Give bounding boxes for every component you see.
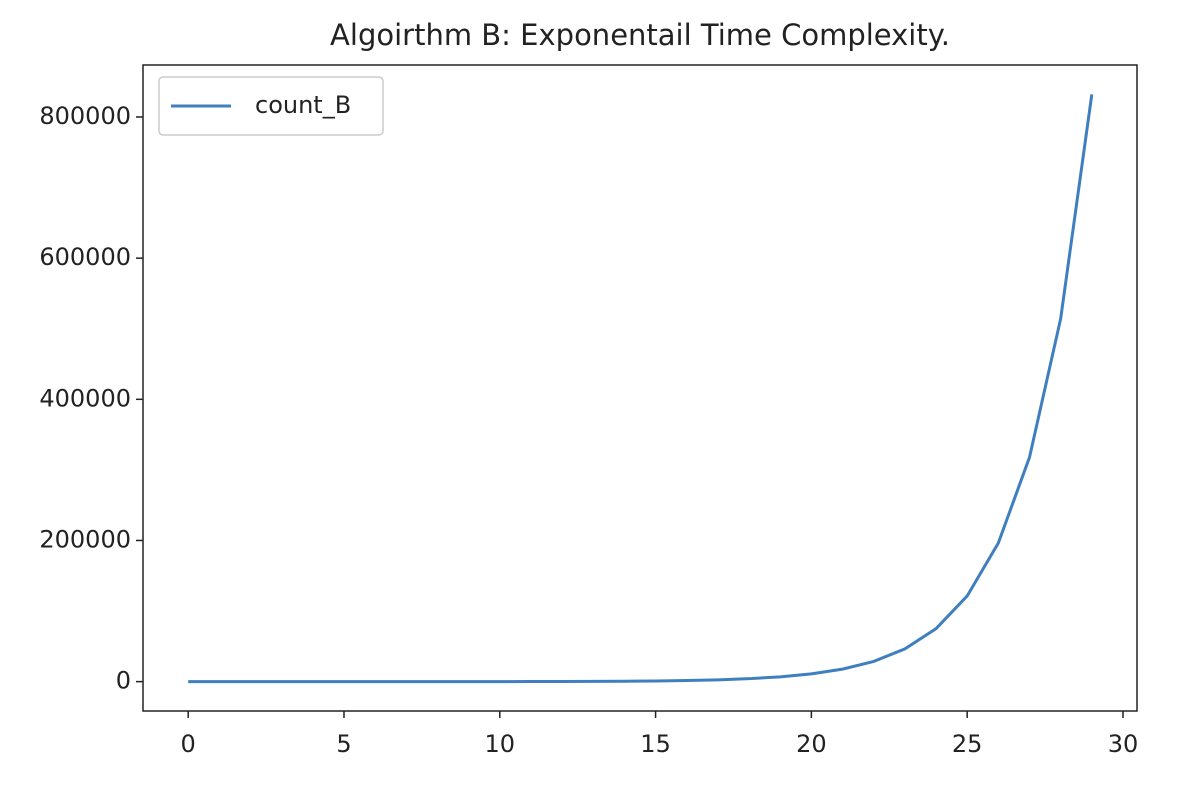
x-tick-label: 10: [485, 730, 516, 758]
y-tick-label: 0: [116, 667, 131, 695]
series-line: [188, 94, 1094, 684]
y-tick-label: 800000: [39, 102, 131, 130]
legend-box: [158, 76, 384, 136]
x-tick-label: 0: [181, 730, 196, 758]
chart-title: Algoirthm B: Exponentail Time Complexity…: [330, 18, 950, 52]
y-tick-label: 400000: [39, 384, 131, 412]
x-tick-label: 30: [1108, 730, 1139, 758]
legend-label: count_B: [255, 91, 351, 119]
x-tick-label: 5: [336, 730, 351, 758]
x-tick-label: 25: [952, 730, 983, 758]
y-tick-label: 200000: [39, 525, 131, 553]
y-tick-label: 600000: [39, 243, 131, 271]
plot-frame: [142, 64, 1138, 712]
x-tick-label: 20: [796, 730, 827, 758]
x-tick-label: 15: [640, 730, 671, 758]
